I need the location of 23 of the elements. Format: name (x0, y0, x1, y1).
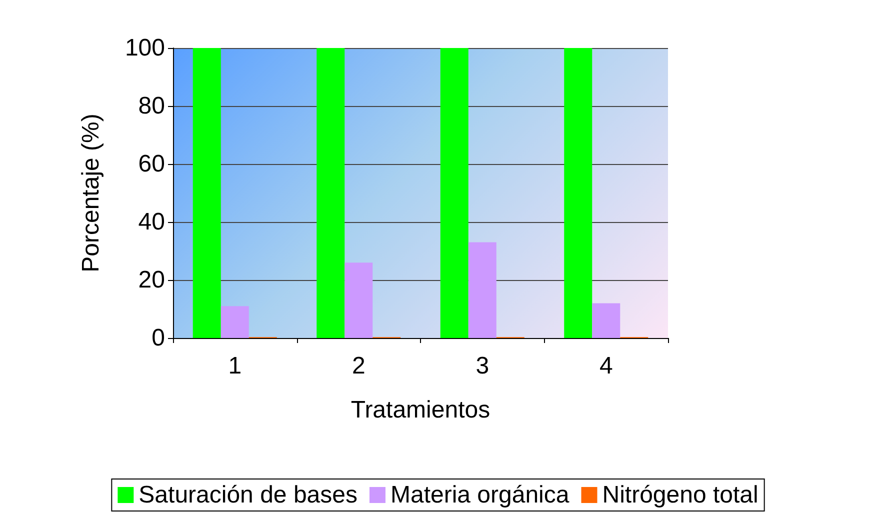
legend-label: Saturación de bases (138, 482, 358, 508)
x-tick-label: 3 (476, 352, 490, 380)
x-tick-label: 1 (228, 352, 242, 380)
legend-label: Materia orgánica (390, 482, 570, 508)
y-tick-label: 60 (138, 150, 165, 178)
y-tick-label: 40 (138, 208, 165, 236)
y-tick-label: 80 (138, 92, 165, 120)
bar (592, 303, 620, 338)
x-tick-label: 2 (352, 352, 366, 380)
bar (344, 262, 373, 338)
bar (440, 48, 468, 338)
y-axis-title: Porcentaje (%) (78, 114, 104, 272)
bar (468, 242, 496, 338)
x-tick-label: 4 (599, 352, 613, 380)
bar (564, 48, 592, 338)
y-tick-label: 20 (138, 266, 165, 294)
bar (192, 48, 221, 338)
x-axis-title: Tratamientos (350, 396, 490, 424)
legend-label: Nitrógeno total (602, 482, 758, 508)
y-tick-label: 0 (152, 324, 165, 352)
bar (316, 48, 345, 338)
y-tick-label: 100 (124, 34, 165, 62)
bar (220, 306, 249, 338)
